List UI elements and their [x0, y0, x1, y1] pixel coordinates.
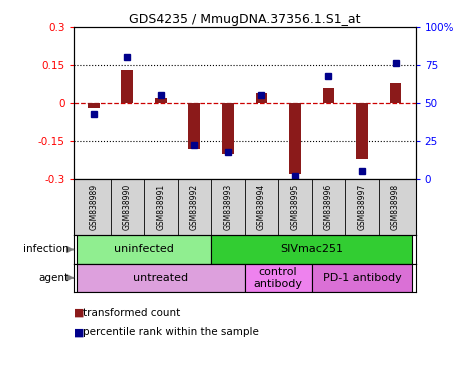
Bar — [312, 263, 412, 292]
Text: GSM838995: GSM838995 — [290, 184, 299, 230]
Text: GSM838993: GSM838993 — [223, 184, 232, 230]
Title: GDS4235 / MmugDNA.37356.1.S1_at: GDS4235 / MmugDNA.37356.1.S1_at — [129, 13, 361, 26]
Bar — [155, 98, 167, 103]
Text: SIVmac251: SIVmac251 — [280, 245, 343, 255]
Text: control
antibody: control antibody — [254, 267, 303, 288]
Text: untreated: untreated — [133, 273, 189, 283]
Text: GSM838994: GSM838994 — [257, 184, 266, 230]
Bar — [77, 235, 211, 263]
Text: GSM838996: GSM838996 — [324, 184, 333, 230]
Bar — [211, 235, 412, 263]
Text: GSM838990: GSM838990 — [123, 184, 132, 230]
Text: ■: ■ — [74, 327, 87, 337]
Text: transformed count: transformed count — [83, 308, 180, 318]
Text: GSM838989: GSM838989 — [89, 184, 98, 230]
Text: uninfected: uninfected — [114, 245, 174, 255]
Text: GSM838991: GSM838991 — [156, 184, 165, 230]
Text: GSM838998: GSM838998 — [391, 184, 400, 230]
Bar — [222, 103, 234, 154]
Text: ■: ■ — [74, 308, 87, 318]
Text: percentile rank within the sample: percentile rank within the sample — [83, 327, 259, 337]
Bar — [356, 103, 368, 159]
Text: agent: agent — [38, 273, 68, 283]
Bar — [390, 83, 401, 103]
Bar — [77, 263, 245, 292]
Bar — [289, 103, 301, 174]
Text: GSM838997: GSM838997 — [358, 184, 367, 230]
Text: PD-1 antibody: PD-1 antibody — [323, 273, 401, 283]
Bar — [323, 88, 334, 103]
Text: infection: infection — [23, 245, 68, 255]
Bar — [88, 103, 100, 108]
Bar — [256, 93, 267, 103]
Bar — [189, 103, 200, 149]
Text: GSM838992: GSM838992 — [190, 184, 199, 230]
Bar — [245, 263, 312, 292]
Bar — [122, 70, 133, 103]
